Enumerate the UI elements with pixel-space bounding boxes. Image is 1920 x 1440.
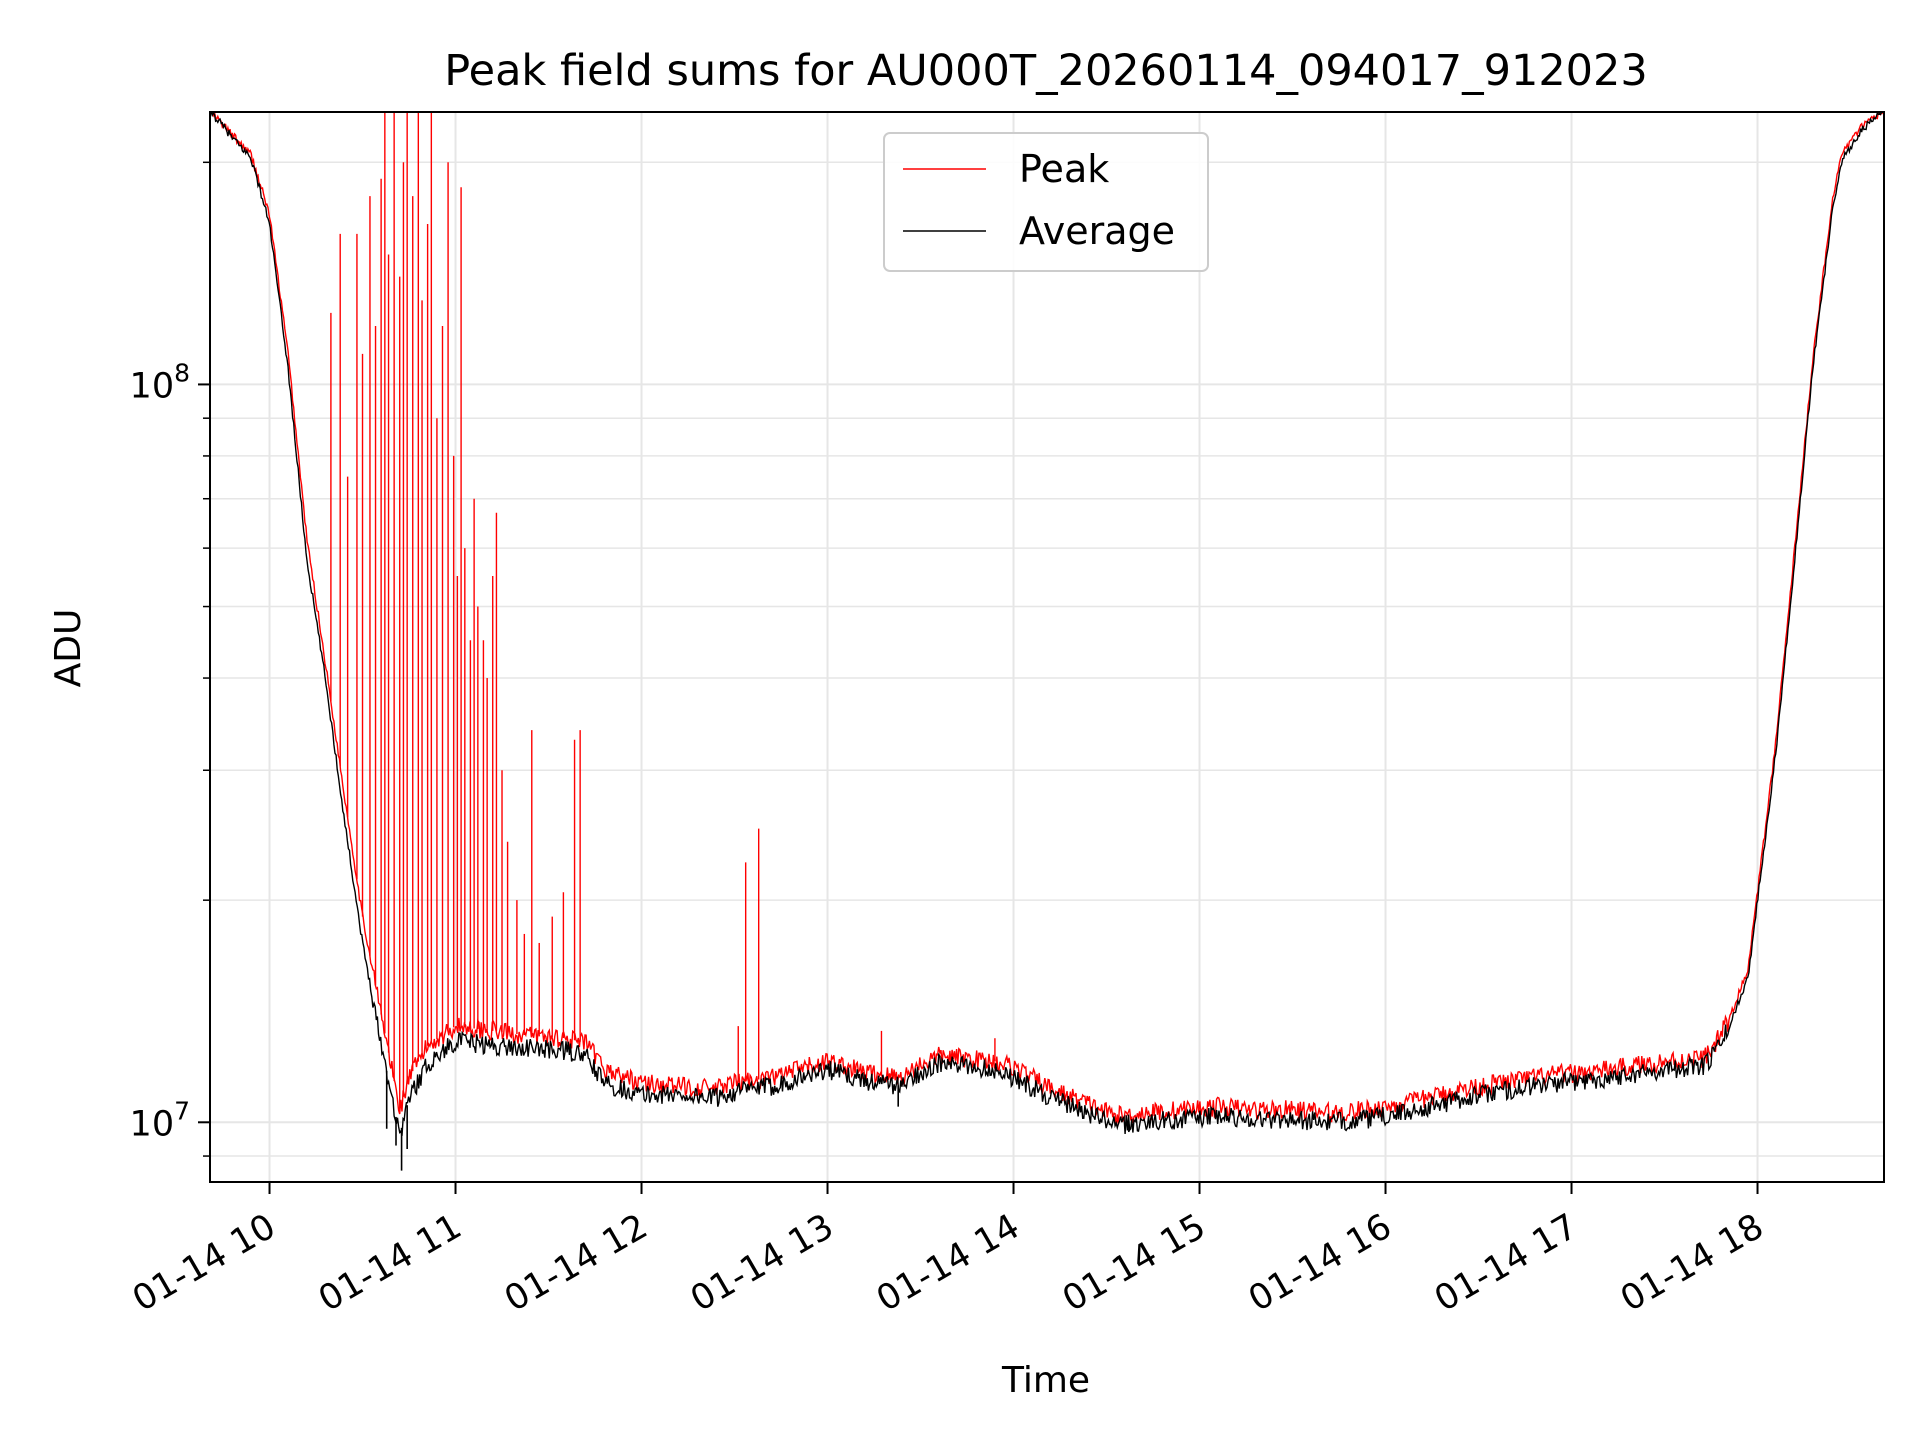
x-axis-label: Time [1001, 1360, 1090, 1401]
legend-box [883, 132, 1209, 272]
plot-frame [209, 111, 1885, 1183]
y-tick-label: 108 [130, 358, 190, 406]
y-tick-exponent: 8 [174, 358, 190, 387]
series-line-average [210, 112, 1884, 1136]
series-layer [210, 112, 1884, 1171]
y-tick-label: 107 [130, 1096, 190, 1144]
series-line-peak [210, 112, 1884, 1126]
y-tick-base: 10 [130, 1104, 175, 1144]
y-tick-exponent: 7 [174, 1096, 190, 1125]
grid [210, 112, 1884, 1182]
legend-average-label: Average [1019, 209, 1175, 253]
chart-title: Peak field sums for AU000T_20260114_0940… [444, 46, 1648, 96]
legend: Peak Average [883, 132, 1209, 272]
legend-peak-label: Peak [1019, 147, 1109, 191]
y-tick-base: 10 [130, 366, 175, 406]
y-axis-label: ADU [48, 609, 89, 688]
